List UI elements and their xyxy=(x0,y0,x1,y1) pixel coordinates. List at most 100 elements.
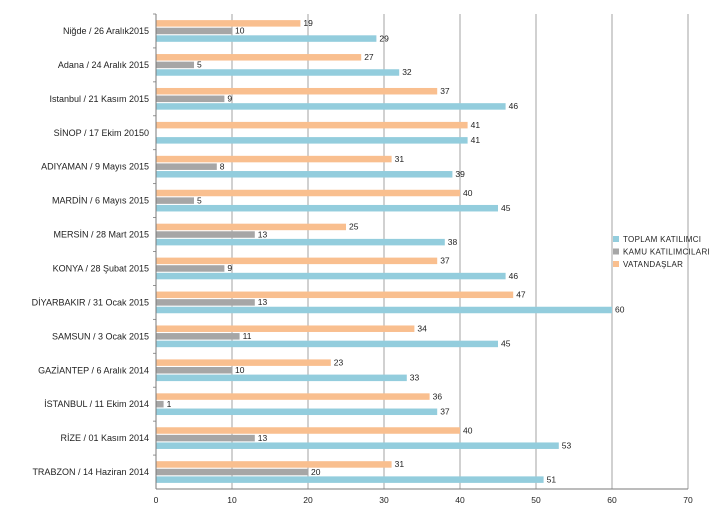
bars: 19 10 29 27 5 32 37 9 46 41 41 31 8 39 40 5 45 25 13 38 37 9 4… xyxy=(156,18,625,484)
data-label-2-3: 41 xyxy=(471,135,481,145)
x-tick-label-50: 50 xyxy=(531,495,541,505)
legend-swatch-2 xyxy=(613,261,619,267)
bar-0-11 xyxy=(156,393,430,400)
data-label-1-5: 5 xyxy=(197,195,202,205)
bar-2-11 xyxy=(156,408,438,416)
data-label-2-0: 29 xyxy=(379,33,389,43)
data-label-1-9: 11 xyxy=(243,331,252,341)
bar-1-1 xyxy=(156,61,194,69)
bar-1-0 xyxy=(156,27,232,35)
data-label-1-12: 13 xyxy=(258,433,268,443)
bar-2-8 xyxy=(156,306,612,314)
data-label-0-12: 40 xyxy=(463,425,473,435)
data-label-1-0: 10 xyxy=(235,26,245,36)
category-label: SAMSUN / 3 Ocak 2015 xyxy=(52,331,149,341)
bar-0-4 xyxy=(156,155,392,163)
data-label-0-8: 47 xyxy=(516,290,526,300)
data-label-0-9: 34 xyxy=(417,323,427,333)
bar-2-0 xyxy=(156,35,377,42)
legend: TOPLAM KATILIMCI KAMU KATILIMCILARI VATAND… xyxy=(613,235,710,269)
category-label: Adana / 24 Aralık 2015 xyxy=(58,60,149,70)
bar-2-12 xyxy=(156,442,559,449)
data-label-1-1: 5 xyxy=(197,60,202,70)
bar-0-13 xyxy=(156,461,392,468)
axes: 0 10 20 30 40 50 60 70 Niğde / 26 Aralık2015 Adan… xyxy=(32,13,693,505)
data-label-1-13: 20 xyxy=(311,467,321,477)
data-label-2-6: 38 xyxy=(448,237,458,247)
bar-1-2 xyxy=(156,95,225,103)
category-label: GAZİANTEP / 6 Aralık 2014 xyxy=(38,365,149,375)
bar-0-1 xyxy=(156,54,362,61)
data-label-2-1: 32 xyxy=(402,67,412,77)
data-label-2-7: 46 xyxy=(509,271,519,281)
data-label-0-6: 25 xyxy=(349,222,359,232)
bar-0-5 xyxy=(156,189,460,197)
x-tick-label-10: 10 xyxy=(227,495,237,505)
bar-1-5 xyxy=(156,197,194,204)
bar-2-13 xyxy=(156,476,544,483)
bar-2-10 xyxy=(156,374,407,382)
x-tick-label-0: 0 xyxy=(154,495,159,505)
data-label-2-10: 33 xyxy=(410,373,420,383)
bar-1-12 xyxy=(156,434,255,442)
category-label: MERSİN / 28 Mart 2015 xyxy=(53,230,149,240)
category-label: ADIYAMAN / 9 Mayıs 2015 xyxy=(41,162,149,172)
data-label-2-8: 60 xyxy=(615,305,625,315)
data-label-2-13: 51 xyxy=(547,474,557,484)
bar-2-2 xyxy=(156,103,506,110)
category-label: Niğde / 26 Aralık2015 xyxy=(63,26,149,36)
category-label: DİYARBAKIR / 31 Ocak 2015 xyxy=(32,297,149,307)
legend-entry-0: TOPLAM KATILIMCI xyxy=(623,235,701,244)
bar-0-8 xyxy=(156,291,514,299)
legend-entry-1: KAMU KATILIMCILARI xyxy=(623,248,710,257)
bar-1-6 xyxy=(156,231,255,238)
data-label-1-6: 13 xyxy=(258,229,268,239)
x-tick-label-40: 40 xyxy=(455,495,465,505)
bar-2-3 xyxy=(156,137,468,144)
bar-0-9 xyxy=(156,325,415,332)
bar-0-10 xyxy=(156,359,331,366)
data-label-1-4: 8 xyxy=(220,161,225,171)
bar-2-1 xyxy=(156,69,400,76)
bar-1-8 xyxy=(156,299,255,306)
bar-2-9 xyxy=(156,340,498,348)
data-label-2-11: 37 xyxy=(440,407,450,417)
data-label-2-2: 46 xyxy=(509,101,519,111)
bar-2-6 xyxy=(156,238,445,246)
bar-0-0 xyxy=(156,20,301,27)
category-label: SİNOP / 17 Ekim 20150 xyxy=(54,128,149,138)
bar-0-2 xyxy=(156,87,438,95)
bar-1-7 xyxy=(156,265,225,272)
x-tick-label-70: 70 xyxy=(683,495,693,505)
category-label: MARDİN / 6 Mayıs 2015 xyxy=(52,196,149,206)
category-label: Istanbul / 21 Kasım 2015 xyxy=(49,94,149,104)
category-label: İSTANBUL / 11 Ekim 2014 xyxy=(44,399,149,409)
data-label-0-11: 36 xyxy=(433,391,443,401)
data-label-2-9: 45 xyxy=(501,339,511,349)
bar-1-10 xyxy=(156,367,232,374)
bar-2-5 xyxy=(156,204,498,212)
bar-0-6 xyxy=(156,223,346,231)
x-tick-label-60: 60 xyxy=(607,495,617,505)
data-label-0-3: 41 xyxy=(471,120,481,130)
data-label-0-7: 37 xyxy=(440,256,450,266)
grid-lines xyxy=(231,14,689,489)
data-label-2-4: 39 xyxy=(455,169,465,179)
bar-0-7 xyxy=(156,257,438,265)
bar-2-4 xyxy=(156,171,453,178)
data-label-0-5: 40 xyxy=(463,188,473,198)
bar-0-3 xyxy=(156,121,468,129)
legend-swatch-0 xyxy=(613,236,619,242)
x-tick-label-20: 20 xyxy=(303,495,313,505)
bar-1-11 xyxy=(156,400,164,408)
data-label-0-1: 27 xyxy=(364,52,374,62)
x-tick-label-30: 30 xyxy=(379,495,389,505)
legend-entry-2: VATANDAŞLAR xyxy=(623,260,683,269)
data-label-0-4: 31 xyxy=(395,154,405,164)
data-label-1-2: 9 xyxy=(227,94,232,104)
data-label-0-10: 23 xyxy=(334,357,344,367)
data-label-0-0: 19 xyxy=(303,18,313,28)
bar-1-13 xyxy=(156,468,308,476)
data-label-0-2: 37 xyxy=(440,86,450,96)
